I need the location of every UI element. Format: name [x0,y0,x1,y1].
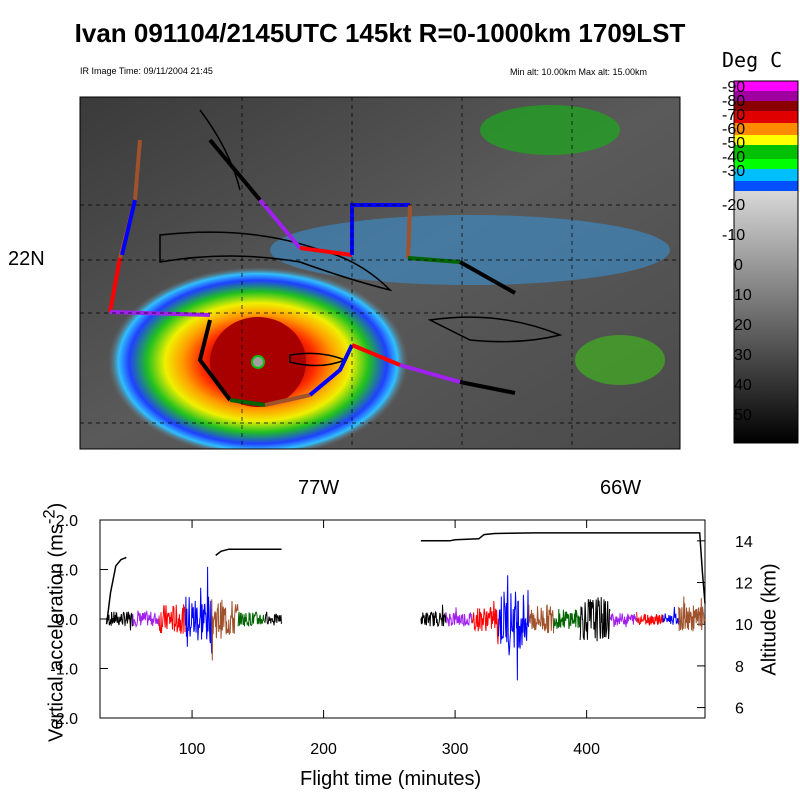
colorbar-tick-label: -60 [722,121,746,138]
altitude-range: Min alt: 10.00km Max alt: 15.00km [510,67,648,77]
colorbar-tick-label: 20 [734,317,752,334]
acceleration-segment [185,566,213,654]
colorbar-tick-label: 50 [734,407,752,424]
acceleration-segment [528,604,555,634]
y-tick-label: 0.0 [56,612,78,629]
lon-label-66w: 66W [600,477,642,499]
acceleration-segment [158,604,186,634]
ir-image-time: IR Image Time: 09/11/2004 21:45 [80,66,213,76]
acceleration-segment [662,606,680,625]
plot-frame [99,519,706,719]
lat-label: 22N [8,248,45,270]
y2-tick-label: 14 [735,534,753,551]
altitude-line [105,556,127,625]
colorbar-tick-label: -40 [722,149,746,166]
page-title: Ivan 091104/2145UTC 145kt R=0-1000km 170… [74,18,686,48]
acceleration-segment [211,599,239,661]
lon-label-77w: 77W [298,477,340,499]
y2-tick-label: 10 [735,617,753,634]
x-tick-label: 100 [179,741,206,758]
acceleration-segment [636,612,664,627]
x-tick-label: 300 [442,741,469,758]
y2-axis-label: Altitude (km) [758,563,781,676]
colorbar-tick-label: 0 [734,257,743,274]
y-tick-label: -1.0 [50,662,78,679]
acceleration-segment [420,604,447,627]
altitude-line [420,532,706,604]
acceleration-segment [498,575,529,681]
acceleration-segment [579,597,611,642]
x-tick-label: 400 [573,741,600,758]
colorbar-tick-label: -20 [722,197,746,214]
colorbar-tick-label: 10 [734,287,752,304]
acceleration-segment [678,596,706,632]
colorbar-tick-label: 40 [734,377,752,394]
colorbar-tick-label: -70 [722,107,746,124]
y2-tick-label: 6 [735,701,744,718]
acceleration-segment [445,607,473,627]
colorbar-tick-label: -30 [722,163,746,180]
colorbar-title: Deg C [722,48,783,72]
x-axis-label: Flight time (minutes) [300,768,482,790]
acceleration-segment [263,611,282,626]
colorbar-tick-label: -10 [722,227,746,244]
map-image [80,97,680,449]
acceleration-segment [132,610,160,629]
acceleration-segment [609,613,637,628]
y-tick-label: -2.0 [50,711,78,728]
colorbar [733,80,799,444]
colorbar-tick-label: -80 [722,93,746,110]
y-tick-label: 1.0 [56,563,78,580]
y-tick-label: 2.0 [56,513,78,530]
colorbar-tick-label: -90 [722,79,746,96]
acceleration-segment [237,611,265,627]
acceleration-segment [471,600,499,645]
y2-tick-label: 8 [735,659,744,676]
colorbar-tick-label: 30 [734,347,752,364]
acceleration-segment [106,611,134,631]
altitude-line [215,548,282,556]
x-tick-label: 200 [310,741,337,758]
acceleration-segment [553,608,581,629]
y-axis-label: Vertical acceleration (ms-2) [39,502,68,743]
y2-tick-label: 12 [735,576,753,593]
colorbar-tick-label: -50 [722,135,746,152]
